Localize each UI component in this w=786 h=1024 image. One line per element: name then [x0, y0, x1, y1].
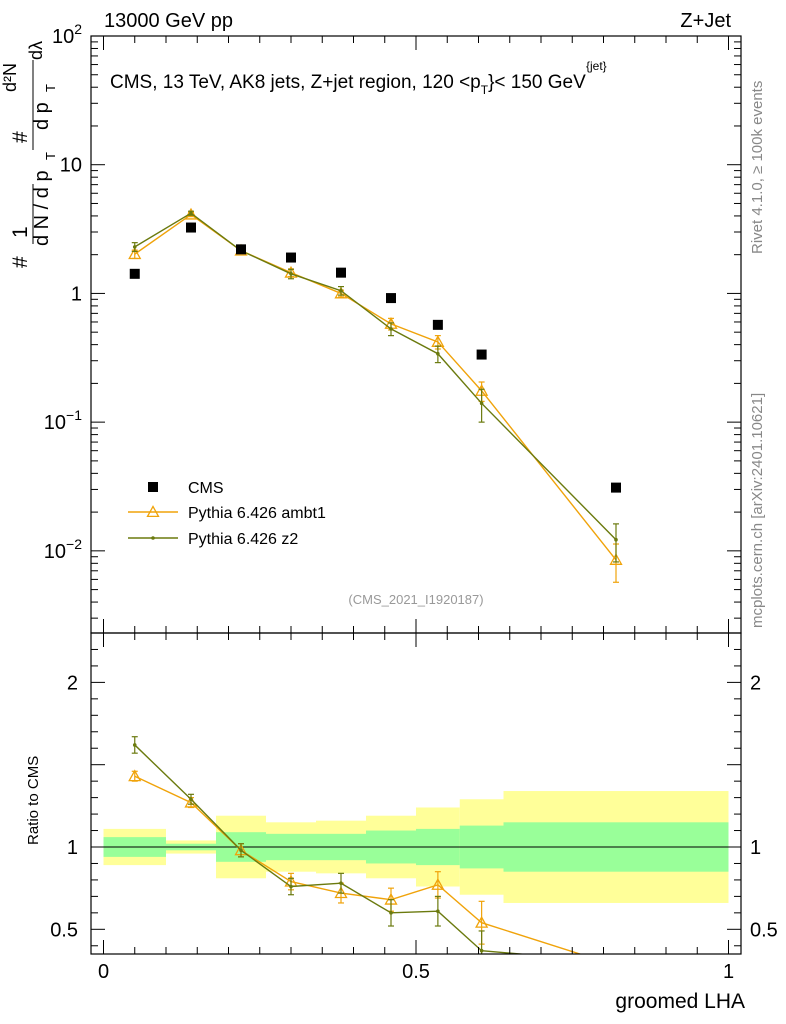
- point-cms: [386, 293, 396, 304]
- ylabel-hash2: #: [9, 131, 32, 143]
- ylabel-one: 1: [9, 226, 32, 238]
- ratio-tick-label-left: 0.5: [50, 919, 78, 941]
- plot-title: CMS, 13 TeV, AK8 jets, Z+jet region, 120…: [110, 59, 607, 97]
- ylabel-T1: T: [43, 152, 58, 160]
- y-tick-label-top: 1: [71, 283, 82, 305]
- point-z2: [614, 537, 618, 542]
- x-tick-label: 0.5: [402, 961, 430, 983]
- analysis-id: (CMS_2021_I1920187): [348, 592, 483, 607]
- ratio-point-z2: [436, 909, 440, 913]
- y-tick-label-top: 102: [52, 21, 82, 48]
- legend-label: Pythia 6.426 ambt1: [188, 505, 326, 522]
- point-ambt1: [128, 247, 142, 260]
- header-process: 13000 GeV pp: [104, 10, 233, 32]
- point-z2: [479, 401, 484, 406]
- ylabel-dN: d N / d p: [31, 170, 53, 246]
- point-cms: [236, 244, 246, 255]
- point-cms: [186, 222, 196, 233]
- legend-label: CMS: [188, 480, 224, 497]
- mcplots-label: mcplots.cern.ch [arXiv:2401.10621]: [749, 393, 766, 628]
- ylabel-hash1: #: [9, 256, 32, 268]
- title-tail: }< 150 GeV: [488, 72, 586, 93]
- ratio-point-ambt1: [475, 915, 489, 928]
- ylabel-dlam: dλ: [26, 41, 46, 60]
- ylabel-top: # 1 d N / d p T # d p T d²N dλ: [0, 41, 58, 268]
- ratio-tick-label-right: 2: [750, 672, 761, 694]
- ratio-tick-label-right: 0.5: [750, 919, 778, 941]
- rivet-version-label: Rivet 4.1.0, ≥ 100k events: [749, 81, 766, 254]
- x-tick-label: 1: [723, 961, 734, 983]
- ylabel-dpT: d p: [31, 102, 53, 130]
- svg-text:CMS, 13 TeV, AK8 jets, Z+jet r: CMS, 13 TeV, AK8 jets, Z+jet region, 120…: [110, 72, 586, 97]
- legend-marker-ambt1: [146, 505, 160, 518]
- legend-label: Pythia 6.426 z2: [188, 531, 298, 548]
- point-z2: [389, 327, 393, 331]
- y-tick-label-top: 10: [60, 155, 82, 177]
- point-z2: [189, 211, 193, 216]
- ratio-panel-frame: [90, 632, 742, 955]
- ratio-tick-label-right: 1: [750, 837, 761, 859]
- point-cms: [336, 267, 346, 278]
- point-z2: [339, 288, 343, 293]
- ratio-point-z2: [289, 884, 293, 889]
- point-ambt1: [609, 553, 623, 565]
- title-sup: {jet}: [586, 59, 607, 73]
- ratio-point-ambt1: [431, 878, 445, 890]
- point-z2: [436, 351, 440, 356]
- ratio-point-z2: [239, 848, 243, 853]
- y-tick-label-top: 10−1: [44, 407, 82, 434]
- point-cms: [286, 252, 296, 263]
- xlabel: groomed LHA: [615, 990, 745, 1013]
- point-z2: [132, 245, 137, 249]
- ratio-point-z2: [189, 797, 193, 802]
- ratio-point-z2: [132, 743, 137, 747]
- legend-marker-z2: [151, 536, 155, 540]
- header-region: Z+Jet: [680, 10, 731, 32]
- point-cms: [476, 349, 487, 360]
- legend-marker-cms: [148, 482, 158, 492]
- ratio-point-z2: [479, 948, 484, 953]
- ratio-point-ambt1: [128, 769, 142, 782]
- ylabel-ratio: Ratio to CMS: [25, 756, 42, 845]
- title-main: CMS, 13 TeV, AK8 jets, Z+jet region, 120…: [110, 72, 481, 93]
- legend: CMS Pythia 6.426 ambt1 Pythia 6.426 z2: [128, 480, 326, 548]
- ratio-tick-label-left: 1: [67, 837, 78, 859]
- point-cms: [611, 482, 621, 493]
- point-cms: [432, 319, 443, 330]
- title-sub: T: [481, 83, 489, 97]
- ylabel-T2: T: [43, 84, 58, 92]
- ratio-point-z2: [389, 911, 393, 915]
- point-ambt1: [184, 207, 198, 220]
- x-tick-label: 0: [98, 961, 109, 983]
- ratio-tick-label-left: 2: [67, 672, 78, 694]
- point-cms: [129, 268, 140, 279]
- ylabel-d2N: d²N: [0, 63, 20, 92]
- ratio-point-z2: [339, 881, 343, 886]
- y-tick-label-top: 10−2: [44, 536, 82, 563]
- point-z2: [289, 272, 293, 276]
